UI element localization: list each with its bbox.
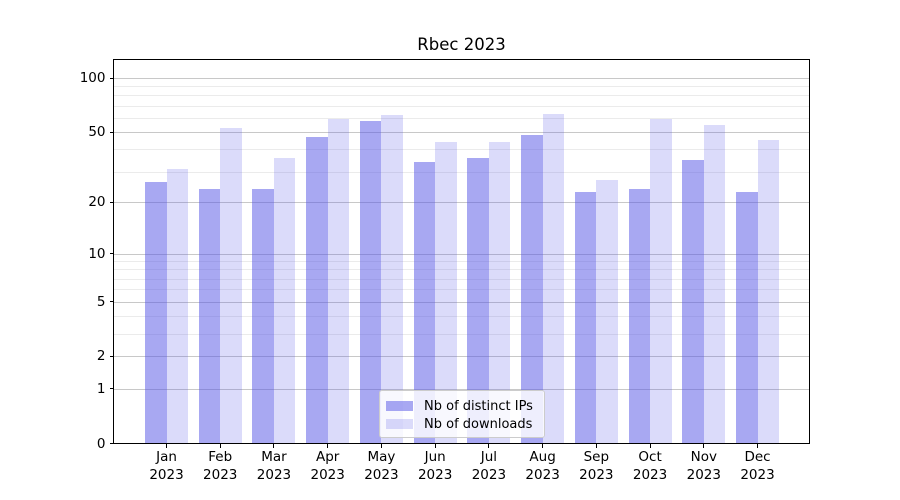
x-tick-label: Apr 2023 — [310, 449, 345, 483]
x-tick-label: Oct 2023 — [632, 449, 668, 483]
y-tick-mark — [109, 253, 114, 255]
bar-distinct-ips-jul — [467, 157, 489, 443]
gridline-minor — [114, 333, 809, 335]
gridline-minor — [114, 95, 809, 97]
bar-downloads-may — [381, 115, 403, 443]
gridline-major — [114, 202, 809, 204]
y-tick-mark — [109, 301, 114, 303]
y-tick-mark — [109, 77, 114, 79]
x-tick-label: Jun 2023 — [417, 449, 453, 483]
x-tick-label: Aug 2023 — [525, 449, 560, 483]
bar-downloads-feb — [220, 127, 242, 443]
y-tick-mark — [109, 443, 114, 444]
gridline-major — [114, 301, 809, 303]
gridline-minor — [114, 171, 809, 173]
x-tick-label: Mar 2023 — [256, 449, 292, 483]
bar-downloads-apr — [327, 119, 350, 443]
bar-distinct-ips-apr — [306, 136, 328, 443]
gridline-major — [114, 253, 809, 255]
bar-distinct-ips-sep — [574, 191, 597, 443]
gridline-minor — [114, 289, 809, 291]
x-tick-mark — [757, 443, 759, 448]
x-tick-mark — [703, 443, 705, 448]
x-tick-label: Nov 2023 — [686, 449, 721, 483]
bar-downloads-jan — [166, 169, 188, 443]
gridline-minor — [114, 117, 809, 119]
bar-downloads-oct — [650, 119, 672, 443]
x-tick-label: Feb 2023 — [203, 449, 238, 483]
gridline-major — [114, 78, 809, 79]
x-tick-mark — [273, 443, 275, 448]
legend-swatch-downloads — [386, 419, 413, 429]
bar-distinct-ips-aug — [521, 135, 543, 443]
x-tick-mark — [649, 443, 651, 448]
gridline-major — [114, 388, 809, 390]
y-tick-mark — [109, 388, 114, 390]
bar-distinct-ips-mar — [252, 188, 274, 443]
bar-downloads-sep — [596, 179, 618, 443]
y-tick-label: 2 — [96, 348, 106, 365]
gridline-minor — [114, 105, 809, 107]
legend-swatch-distinct-ips — [386, 401, 413, 411]
y-tick-mark — [109, 131, 114, 133]
x-tick-mark — [166, 443, 167, 448]
gridline-minor — [114, 278, 809, 280]
gridline-minor — [114, 316, 809, 318]
legend-label: Nb of downloads — [424, 416, 533, 432]
gridline-minor — [114, 261, 809, 263]
x-tick-mark — [380, 443, 382, 448]
x-tick-mark — [542, 443, 544, 448]
legend-label: Nb of distinct IPs — [424, 398, 533, 414]
y-tick-label: 1 — [96, 380, 106, 397]
gridline-minor — [114, 149, 809, 151]
chart-title: Rbec 2023 — [417, 35, 506, 54]
plot-area — [113, 59, 810, 444]
x-tick-mark — [219, 443, 221, 448]
bar-distinct-ips-dec — [736, 191, 758, 443]
bar-distinct-ips-feb — [198, 188, 221, 443]
x-tick-label: Jan 2023 — [149, 449, 184, 483]
bar-downloads-jun — [435, 142, 457, 443]
bar-downloads-jul — [488, 142, 511, 443]
y-tick-mark — [109, 355, 114, 357]
y-tick-label: 5 — [96, 293, 106, 310]
y-tick-label: 10 — [88, 245, 106, 262]
legend-item: Nb of distinct IPs — [386, 398, 538, 414]
legend-item: Nb of downloads — [386, 416, 538, 432]
y-tick-mark — [109, 201, 114, 203]
bar-downloads-nov — [703, 124, 726, 443]
y-tick-label: 20 — [88, 194, 106, 211]
bar-downloads-mar — [273, 157, 296, 443]
gridline-major — [114, 132, 809, 134]
x-tick-mark — [327, 443, 329, 448]
x-tick-mark — [434, 443, 436, 448]
y-tick-label: 100 — [79, 70, 106, 86]
bar-distinct-ips-jun — [413, 161, 436, 443]
x-tick-mark — [595, 443, 597, 448]
x-tick-label: Jul 2023 — [471, 449, 507, 483]
x-tick-label: May 2023 — [364, 449, 399, 483]
gridline-major — [114, 356, 809, 358]
bar-distinct-ips-may — [359, 120, 382, 443]
gridline-minor — [114, 86, 809, 88]
bar-distinct-ips-jan — [145, 182, 167, 443]
legend: Nb of distinct IPs Nb of downloads — [379, 390, 545, 438]
y-tick-label: 50 — [88, 124, 106, 141]
x-tick-label: Sep 2023 — [579, 449, 614, 483]
y-tick-label: 0 — [96, 435, 106, 452]
bar-distinct-ips-nov — [682, 159, 704, 443]
x-tick-label: Dec 2023 — [740, 449, 775, 483]
bar-downloads-aug — [542, 114, 565, 443]
x-tick-mark — [488, 443, 490, 448]
gridline-minor — [114, 269, 809, 271]
bar-distinct-ips-oct — [628, 188, 651, 443]
bar-downloads-dec — [757, 140, 780, 443]
